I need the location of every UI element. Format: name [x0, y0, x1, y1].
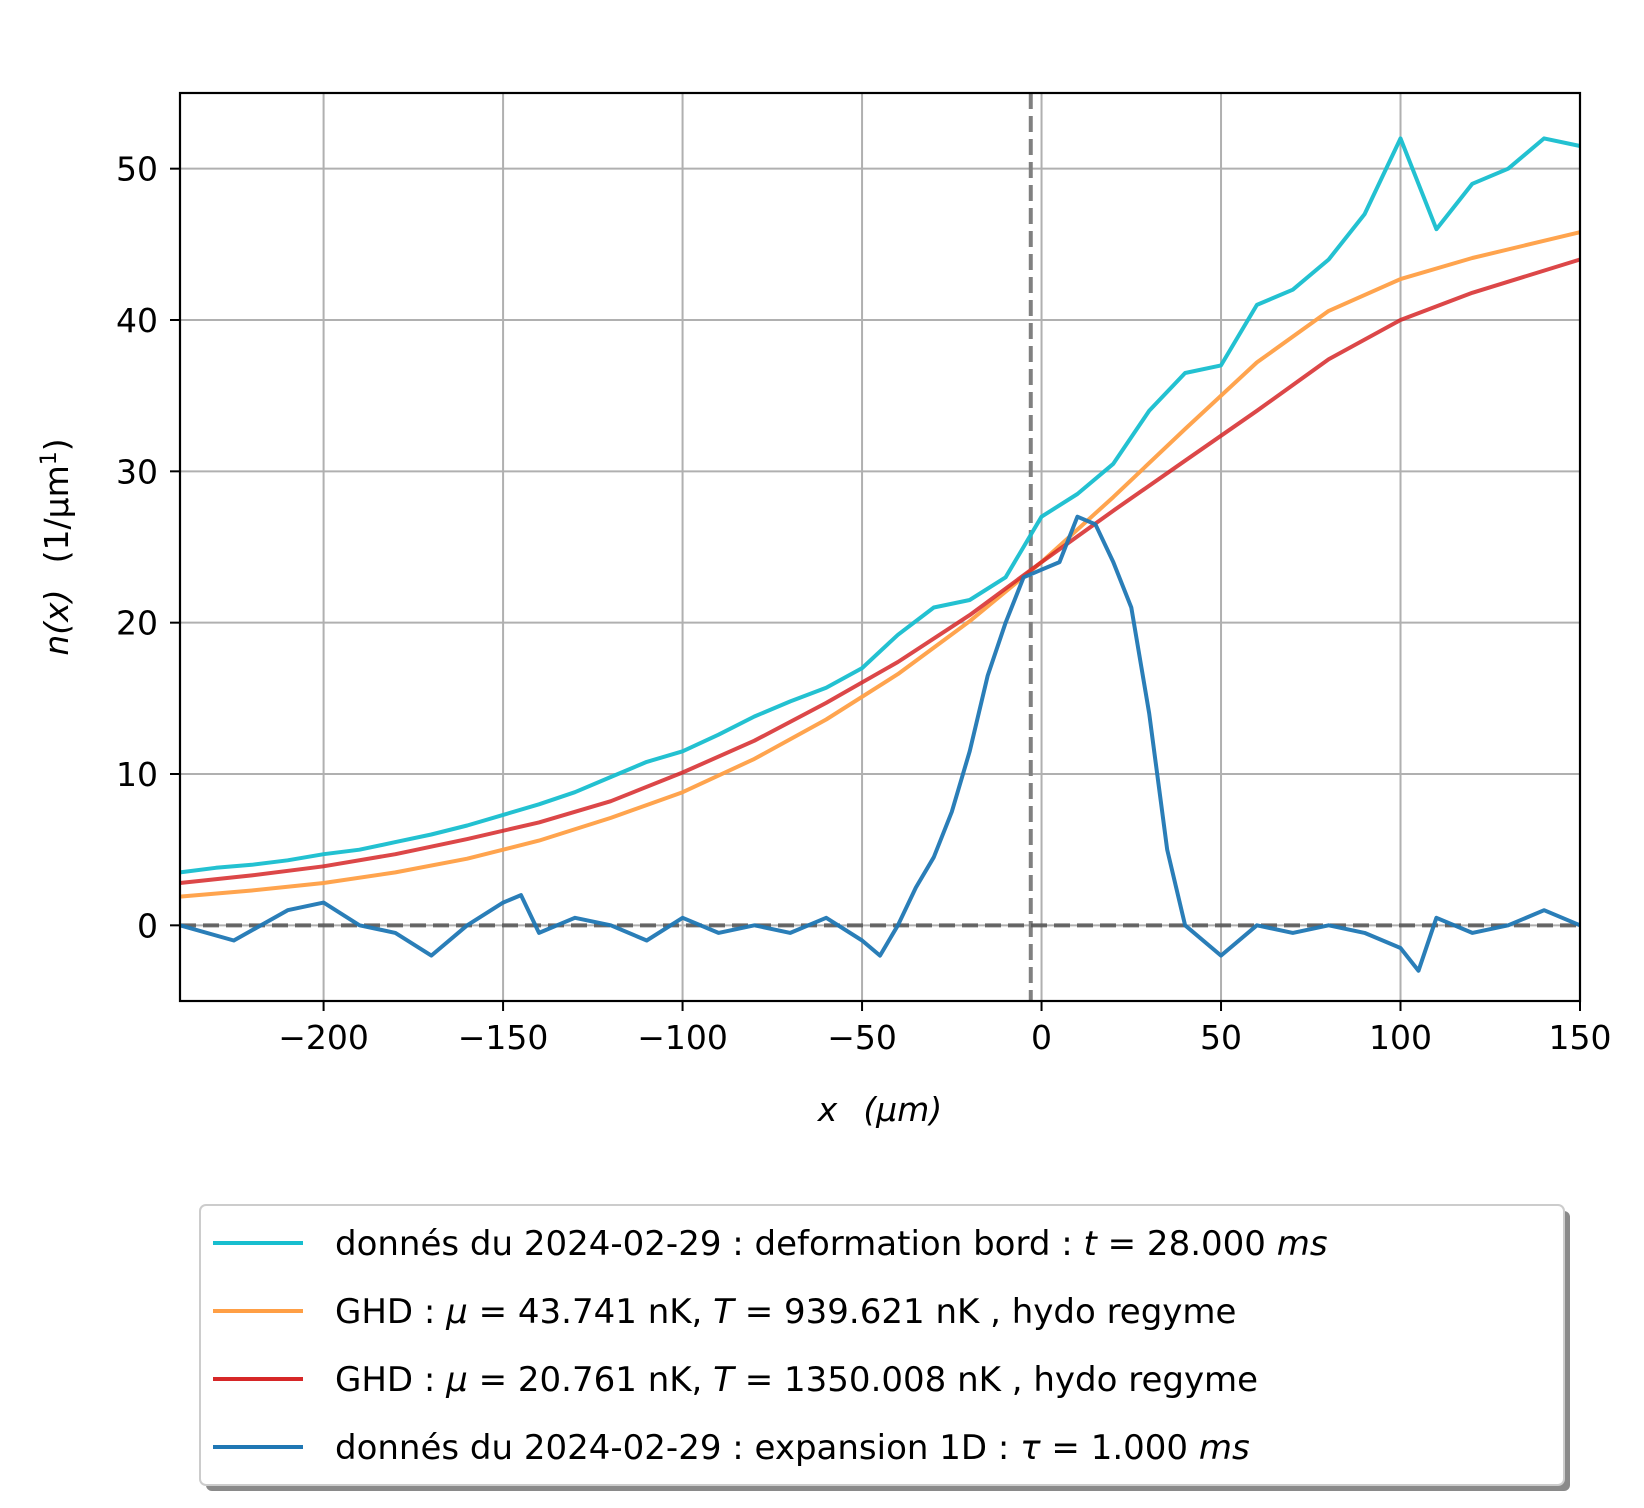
x-tick-label: −100 [637, 1018, 728, 1057]
legend-label-part: = 1350.008 nK , hydo regyme [734, 1360, 1258, 1400]
y-axis-label-unit: (1/μm [37, 465, 76, 563]
axis-tick-labels: −200 −150 −100 −50 0 50 100 150 0 10 20 30 40 50 [116, 150, 1612, 1057]
x-tick-label: 0 [1031, 1018, 1052, 1057]
legend-label-red: GHD : μ = 20.761 nK, T = 1350.008 nK , h… [335, 1360, 1258, 1400]
x-axis-label-var: x [817, 1090, 838, 1129]
x-tick-label: 50 [1200, 1018, 1242, 1057]
legend-items: donnés du 2024-02-29 : deformation bord … [213, 1224, 1328, 1468]
x-tick-label: 100 [1369, 1018, 1432, 1057]
reference-lines [180, 93, 1580, 1001]
y-axis-label: n(x) (1/μm1) [37, 438, 76, 655]
legend-label-part: T [713, 1360, 736, 1400]
x-tick-label: −150 [458, 1018, 549, 1057]
axis-ticks [170, 167, 1581, 1011]
y-axis-label-var: n(x) [37, 589, 76, 655]
y-tick-label: 10 [116, 755, 158, 794]
legend-label-part: GHD : [335, 1292, 446, 1332]
legend-label-part: ms [1277, 1224, 1328, 1264]
legend-label-part: = 28.000 [1097, 1224, 1277, 1264]
legend-label-orange: GHD : μ = 43.741 nK, T = 939.621 nK , hy… [335, 1292, 1236, 1332]
y-tick-label: 40 [116, 301, 158, 340]
legend-label-blue: donnés du 2024-02-29 : expansion 1D : τ … [335, 1428, 1250, 1468]
y-tick-label: 0 [137, 906, 158, 945]
legend-label-part: μ [445, 1360, 468, 1400]
x-tick-label: −50 [827, 1018, 897, 1057]
x-tick-label: 150 [1549, 1018, 1612, 1057]
x-axis-label-unit: (μm) [863, 1090, 942, 1129]
plot-frame [178, 91, 1582, 1003]
y-axis-label-unit-close: ) [37, 438, 76, 451]
series-lines [179, 136, 1581, 973]
x-axis-label: x (μm) [817, 1090, 942, 1129]
legend-label-part: GHD : [335, 1360, 446, 1400]
legend-label-part: t [1083, 1224, 1098, 1264]
legend: donnés du 2024-02-29 : deformation bord … [199, 1204, 1570, 1491]
y-tick-label: 20 [116, 604, 158, 643]
y-tick-label: 50 [116, 150, 158, 189]
legend-box [199, 1204, 1565, 1486]
legend-label-part: donnés du 2024-02-29 : expansion 1D : [335, 1428, 1020, 1468]
series-line-cyan [179, 136, 1581, 875]
legend-label-part: = 20.761 nK, [468, 1360, 713, 1400]
series-line-blue [179, 514, 1581, 973]
legend-label-part: ms [1199, 1428, 1250, 1468]
y-axis-label-unit-sup: 1 [37, 451, 62, 465]
legend-label-part: τ [1020, 1428, 1041, 1468]
legend-label-cyan: donnés du 2024-02-29 : deformation bord … [335, 1224, 1328, 1264]
y-tick-label: 30 [116, 452, 158, 491]
legend-label-part: donnés du 2024-02-29 : deformation bord … [335, 1224, 1083, 1264]
legend-label-part: μ [445, 1292, 468, 1332]
legend-label-part: = 43.741 nK, [468, 1292, 713, 1332]
series-line-orange [179, 230, 1581, 899]
legend-label-part: T [713, 1292, 736, 1332]
x-tick-label: −200 [278, 1018, 369, 1057]
legend-label-part: = 939.621 nK , hydo regyme [734, 1292, 1237, 1332]
legend-label-part: = 1.000 [1041, 1428, 1199, 1468]
series-line-red [179, 257, 1581, 885]
